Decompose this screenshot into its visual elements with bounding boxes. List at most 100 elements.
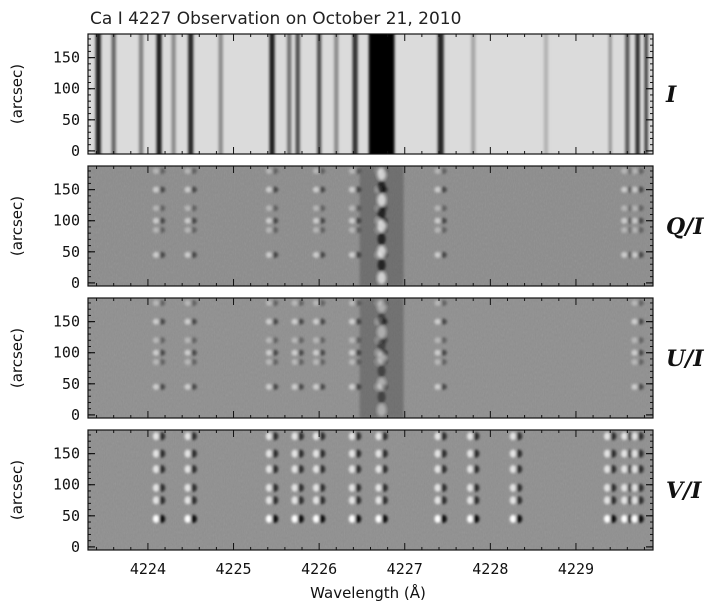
polarization-feature <box>348 465 356 474</box>
polarization-feature <box>621 167 628 174</box>
polarization-feature <box>271 318 279 325</box>
polarization-feature <box>152 318 160 325</box>
polarization-feature <box>265 167 273 174</box>
polarization-feature <box>631 318 638 325</box>
polarization-feature <box>190 383 197 390</box>
polarization-feature <box>291 496 298 505</box>
polarization-feature <box>609 449 617 458</box>
polarization-feature <box>440 337 447 344</box>
polarization-feature <box>473 465 480 474</box>
polarization-feature <box>271 337 279 344</box>
polarization-feature <box>440 483 447 492</box>
polarization-feature <box>473 483 480 492</box>
polarization-feature <box>158 299 166 306</box>
polarization-feature <box>190 432 197 441</box>
polarization-feature <box>434 496 441 505</box>
polarization-feature <box>621 496 628 505</box>
polarization-feature <box>440 432 447 441</box>
polarization-feature <box>271 217 279 224</box>
polarization-feature <box>158 465 166 474</box>
polarization-feature <box>190 299 197 306</box>
polarization-feature <box>515 432 523 441</box>
y-axis-label: (arcsec) <box>8 460 26 520</box>
spectral-line <box>334 34 339 154</box>
polarization-feature <box>354 465 362 474</box>
polarization-feature <box>631 299 638 306</box>
polarization-feature <box>440 167 447 174</box>
polarization-feature <box>348 318 356 325</box>
polarization-feature <box>152 359 160 366</box>
panel-label: V/I <box>666 478 702 504</box>
polarization-feature <box>271 349 279 356</box>
polarization-feature <box>631 227 638 234</box>
polarization-feature <box>312 359 320 366</box>
polarization-feature <box>440 251 447 258</box>
polarization-feature <box>637 496 644 505</box>
y-tick-label: 100 <box>53 80 80 98</box>
polarization-feature <box>631 383 638 390</box>
spectral-line <box>352 34 358 154</box>
polarization-feature <box>184 496 191 505</box>
polarization-feature <box>158 227 166 234</box>
polarization-feature <box>375 432 382 441</box>
polarization-feature <box>318 205 326 212</box>
polarization-feature <box>158 359 166 366</box>
polarization-feature <box>184 205 191 212</box>
polarization-feature <box>271 465 279 474</box>
polarization-feature <box>467 465 474 474</box>
polarization-feature <box>348 496 356 505</box>
spectral-line <box>95 34 101 154</box>
polarization-feature <box>348 337 356 344</box>
polarization-feature <box>297 383 304 390</box>
polarization-feature <box>434 349 441 356</box>
y-axis-label: (arcsec) <box>8 196 26 256</box>
polarization-feature <box>473 432 480 441</box>
line-core-feature <box>377 181 386 193</box>
panel-label: Q/I <box>666 214 704 240</box>
polarization-feature <box>637 449 644 458</box>
polarization-feature <box>152 496 160 505</box>
polarization-feature <box>158 205 166 212</box>
polarization-feature <box>467 449 474 458</box>
polarization-feature <box>265 227 273 234</box>
polarization-feature <box>312 227 320 234</box>
polarization-feature <box>348 359 356 366</box>
y-tick-label: 50 <box>62 507 80 525</box>
polarization-feature <box>184 251 191 258</box>
polarization-feature <box>467 514 474 523</box>
polarization-feature <box>467 496 474 505</box>
polarization-feature <box>158 167 166 174</box>
polarization-feature <box>354 496 362 505</box>
polarization-feature <box>440 514 447 523</box>
polarization-feature <box>637 186 644 193</box>
spectral-line <box>635 34 640 154</box>
polarization-feature <box>637 349 644 356</box>
polarization-feature <box>184 227 191 234</box>
polarization-feature <box>297 359 304 366</box>
polarization-feature <box>318 449 326 458</box>
polarization-feature <box>291 299 298 306</box>
polarization-feature <box>375 514 382 523</box>
polarization-feature <box>271 496 279 505</box>
y-axis-label: (arcsec) <box>8 64 26 124</box>
polarization-feature <box>152 251 160 258</box>
polarization-feature <box>265 205 273 212</box>
polarization-feature <box>621 205 628 212</box>
noise-texture <box>88 430 653 550</box>
polarization-feature <box>631 483 638 492</box>
y-tick-label: 150 <box>53 181 80 199</box>
polarization-feature <box>434 251 441 258</box>
polarization-feature <box>158 217 166 224</box>
panel-image <box>88 298 653 418</box>
panel-1: 0 50 100 150 (arcsec) I <box>8 33 677 160</box>
spectral-line <box>644 34 648 154</box>
polarization-feature <box>312 496 320 505</box>
polarization-feature <box>190 318 197 325</box>
polarization-feature <box>434 337 441 344</box>
polarization-feature <box>434 227 441 234</box>
polarization-feature <box>434 318 441 325</box>
polarization-feature <box>440 383 447 390</box>
polarization-feature <box>152 337 160 344</box>
y-tick-label: 0 <box>71 538 80 556</box>
polarization-feature <box>621 251 628 258</box>
